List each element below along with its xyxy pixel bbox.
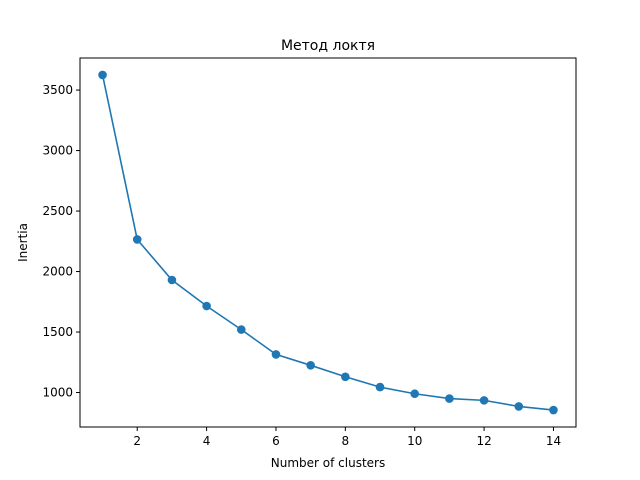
- data-point: [514, 402, 524, 411]
- y-tick-label: 3000: [42, 144, 73, 158]
- x-tick-label: 6: [272, 434, 280, 448]
- chart-title: Метод локтя: [281, 38, 375, 54]
- series-line: [101, 74, 554, 411]
- y-tick-label: 1000: [42, 386, 73, 400]
- x-tick-label: 14: [546, 434, 561, 448]
- data-point: [132, 235, 142, 244]
- data-point: [98, 70, 107, 80]
- series-layer: [98, 70, 558, 415]
- x-tick-label: 4: [203, 434, 211, 448]
- y-axis: 1000 1500 2000 2500 3000 3500: [42, 83, 80, 400]
- data-point: [375, 382, 385, 392]
- data-point: [341, 372, 350, 382]
- x-tick-label: 12: [476, 434, 491, 448]
- data-point: [306, 360, 315, 370]
- data-point: [549, 405, 558, 415]
- x-tick-label: 10: [407, 434, 422, 448]
- y-tick-label: 3500: [42, 83, 73, 97]
- data-point: [236, 325, 246, 334]
- y-tick-label: 2000: [42, 265, 73, 279]
- axes-frame: [79, 57, 577, 428]
- plot-area: [80, 58, 576, 427]
- data-point: [167, 275, 177, 285]
- y-axis-label: Inertia: [16, 223, 30, 262]
- data-point: [445, 394, 454, 403]
- data-point: [479, 396, 489, 405]
- y-tick-label: 2500: [42, 204, 73, 218]
- x-tick-label: 8: [342, 434, 350, 448]
- x-axis-label: Number of clusters: [271, 456, 385, 470]
- x-axis: 2 4 6 8 10 12 14: [133, 427, 561, 448]
- y-tick-label: 1500: [42, 325, 73, 339]
- data-point: [410, 389, 420, 399]
- data-point: [271, 350, 281, 359]
- x-tick-label: 2: [133, 434, 141, 448]
- data-point: [202, 301, 211, 311]
